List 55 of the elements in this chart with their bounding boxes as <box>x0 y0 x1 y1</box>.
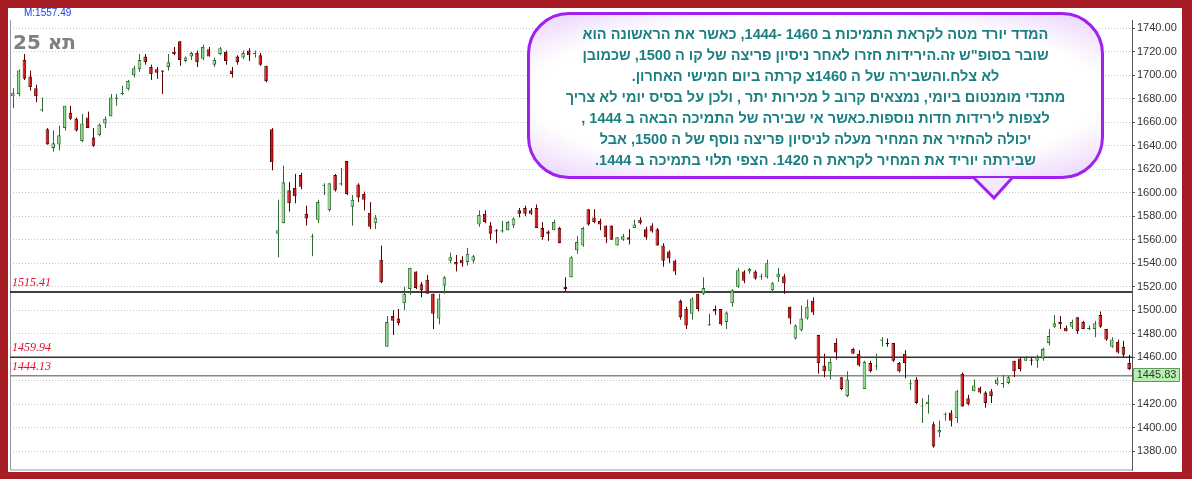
y-tick-label: 1480.00 <box>1137 326 1177 339</box>
candlestick <box>828 357 832 381</box>
candlestick <box>902 349 907 379</box>
candlestick <box>431 293 435 330</box>
y-tick-label: 1680.00 <box>1137 91 1177 104</box>
candlestick <box>379 245 383 284</box>
text: 1445.83 <box>1136 368 1177 381</box>
candlestick <box>275 199 280 258</box>
candlestick <box>177 40 182 67</box>
candlestick <box>287 181 291 213</box>
candlestick <box>385 315 389 348</box>
text: M:1557.49 <box>24 6 72 18</box>
ref-line-label: 1515.41 <box>12 275 51 290</box>
ref-line-label: 1444.13 <box>12 359 51 374</box>
y-tick-label: 1520.00 <box>1137 279 1177 292</box>
candlestick <box>799 305 803 332</box>
candlestick <box>782 273 786 295</box>
candlestick <box>690 296 694 321</box>
candlestick <box>316 199 320 224</box>
candlestick <box>408 267 412 296</box>
y-tick-label: 1380.00 <box>1137 444 1177 457</box>
y-tick-label: 1420.00 <box>1137 397 1177 410</box>
y-tick-label: 1640.00 <box>1137 138 1177 151</box>
candlestick <box>356 182 360 203</box>
text: תא 25 <box>13 30 77 55</box>
candlestick <box>402 286 406 311</box>
y-tick-label: 1700.00 <box>1137 68 1177 81</box>
candlestick <box>736 267 740 289</box>
y-tick-label: 1400.00 <box>1137 420 1177 433</box>
y-tick-label: 1600.00 <box>1137 185 1177 198</box>
ref-line-label: 1459.94 <box>12 340 51 355</box>
y-tick-label: 1500.00 <box>1137 303 1177 316</box>
y-tick-label: 1620.00 <box>1137 162 1177 175</box>
y-tick-label: 1660.00 <box>1137 115 1177 128</box>
candlestick <box>914 376 919 405</box>
candlestick <box>80 113 84 143</box>
candlestick <box>805 299 809 321</box>
candlestick <box>362 191 366 211</box>
y-tick-label: 1720.00 <box>1137 44 1177 57</box>
candlestick <box>11 87 15 109</box>
y-tick-label: 1740.00 <box>1137 21 1177 34</box>
y-tick-label: 1540.00 <box>1137 256 1177 269</box>
candlestick <box>293 173 297 204</box>
y-tick-label: 1460.00 <box>1137 350 1177 363</box>
candlestick <box>845 370 849 398</box>
y-tick-label: 1560.00 <box>1137 232 1177 245</box>
speech-bubble: המדד יורד מטה לקראת התמיכות ב 1460 -1444, כאשר את הראשונה הוא שובר בסופ"ש זה.הירידות חזרו לאחר ניסיון פריצה של קו ה 1500, שכמובן לא צלח.והשבירה של ה 1460צ קרתה ביום חמישי האחרון. מתנדי מומנטום ביומי, נמצאים קרוב ל מכירות יתר , ולכן על בסיס יומי לא צריך לצפות לירידות חדות נוספות.כאשר אי שבירה של התמיכה הבאה ב 1444 , יכולה להחזיר את המחיר מעלה לניסיון פריצה נוסף של ה 1500, אבל שבירתה יוריד את המחיר לקראת ה 1420. הצפי תלוי בתמיכה ב 1444. <box>527 12 1104 179</box>
candlestick <box>51 129 55 153</box>
candlestick <box>684 306 688 330</box>
candlestick <box>28 70 32 91</box>
candlestick <box>891 342 895 363</box>
candlestick <box>57 125 61 151</box>
candlestick <box>661 242 665 268</box>
candlestick <box>822 353 826 378</box>
y-tick-label: 1580.00 <box>1137 209 1177 222</box>
